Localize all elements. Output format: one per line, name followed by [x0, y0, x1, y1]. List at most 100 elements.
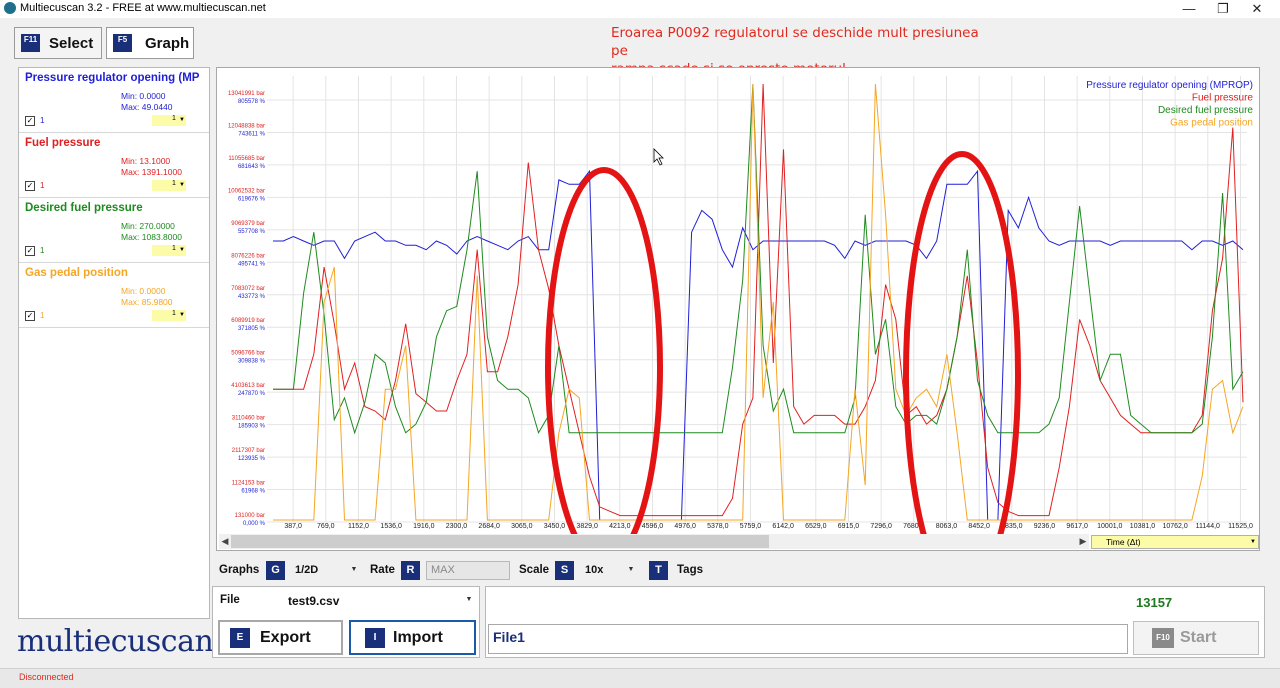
- scroll-thumb[interactable]: [231, 535, 769, 548]
- signal-min: Min: 0.0000: [121, 91, 166, 101]
- session-name-field[interactable]: File1: [488, 624, 1128, 654]
- chevron-down-icon[interactable]: ▼: [179, 182, 185, 188]
- chart-svg: 13041991 bar 805578 % 12048838 bar 743611 %…: [228, 76, 1254, 534]
- signal-checkbox[interactable]: ✓: [25, 311, 35, 321]
- y-tick-label-percent: 309838 %: [238, 359, 266, 365]
- x-tick-label: 6915,0: [838, 523, 860, 530]
- signal-scale-combo[interactable]: 1: [152, 310, 186, 321]
- app-icon: [4, 2, 16, 14]
- x-tick-label: 2684,0: [478, 523, 500, 530]
- window-title: Multiecuscan 3.2 - FREE at www.multiecus…: [20, 2, 266, 14]
- scroll-left-icon[interactable]: ◀: [221, 536, 229, 546]
- x-tick-label: 3829,0: [576, 523, 598, 530]
- y-tick-label-percent: 557708 %: [238, 229, 266, 235]
- horizontal-scrollbar[interactable]: ◀ ▶: [219, 534, 1089, 549]
- y-tick-label-percent: 61968 %: [241, 489, 265, 495]
- signal-checkbox[interactable]: ✓: [25, 181, 35, 191]
- x-tick-label: 3450,0: [544, 523, 566, 530]
- export-label: Export: [260, 629, 311, 646]
- tab-select-label: Select: [49, 35, 94, 52]
- import-button[interactable]: I Import: [349, 620, 476, 655]
- signal-scale-combo[interactable]: 1: [152, 180, 186, 191]
- tab-graph-label: Graph: [145, 35, 190, 52]
- chevron-down-icon[interactable]: ▼: [179, 117, 185, 123]
- legend-entry: Fuel pressure: [1192, 93, 1254, 104]
- f5-key-icon: F5: [113, 34, 132, 52]
- x-tick-label: 10762,0: [1162, 523, 1187, 530]
- brand-logo: multiecuscan: [17, 624, 214, 659]
- chevron-down-icon[interactable]: ▼: [350, 566, 358, 573]
- y-tick-label-percent: 371805 %: [238, 326, 266, 332]
- f11-key-icon: F11: [21, 34, 40, 52]
- y-tick-label-bar: 7083072 bar: [231, 286, 265, 292]
- y-tick-label-percent: 805578 %: [238, 99, 266, 105]
- tags-button[interactable]: Tags: [677, 564, 703, 576]
- y-tick-label-percent: 681643 %: [238, 164, 266, 170]
- signal-max: Max: 85.9800: [121, 297, 173, 307]
- tab-graph[interactable]: F5 Graph: [106, 27, 194, 59]
- x-tick-label: 11144,0: [1196, 523, 1220, 530]
- close-button[interactable]: ✕: [1251, 1, 1263, 16]
- scale-select[interactable]: 10x: [585, 564, 604, 576]
- scroll-right-icon[interactable]: ▶: [1079, 536, 1087, 546]
- x-axis-select-value: Time (Δt): [1106, 537, 1141, 547]
- signal-scale: 1: [40, 246, 45, 255]
- series-line-3: [273, 83, 1244, 521]
- y-tick-label-bar: 13041991 bar: [228, 91, 265, 97]
- x-tick-label: 5759,0: [740, 523, 762, 530]
- signal-max: Max: 1083.8000: [121, 232, 182, 242]
- signal-scale-combo[interactable]: 1: [152, 245, 186, 256]
- graph-area[interactable]: 13041991 bar 805578 % 12048838 bar 743611 %…: [216, 67, 1260, 551]
- x-tick-label: 1536,0: [380, 523, 402, 530]
- y-tick-label-percent: 247870 %: [238, 391, 266, 397]
- chevron-down-icon[interactable]: ▼: [627, 566, 635, 573]
- x-tick-label: 1916,0: [413, 523, 435, 530]
- signal-pressure-regulator[interactable]: Pressure regulator opening (MP Min: 0.00…: [19, 68, 209, 133]
- signal-min: Min: 13.1000: [121, 156, 171, 166]
- signal-fuel-pressure[interactable]: Fuel pressure Min: 13.1000 Max: 1391.100…: [19, 133, 209, 198]
- tab-select[interactable]: F11 Select: [14, 27, 102, 59]
- start-label: Start: [1180, 629, 1217, 646]
- x-axis-select[interactable]: Time (Δt) ▼: [1091, 535, 1259, 549]
- signal-name: Desired fuel pressure: [25, 202, 143, 214]
- start-button[interactable]: F10 Start: [1133, 621, 1259, 655]
- x-tick-label: 8063,0: [936, 523, 958, 530]
- signal-scale-combo[interactable]: 1: [152, 115, 186, 126]
- y-tick-label-bar: 9069379 bar: [231, 221, 265, 227]
- export-button[interactable]: E Export: [218, 620, 343, 655]
- graphs-select[interactable]: 1/2D: [295, 564, 319, 576]
- x-tick-label: 769,0: [317, 523, 335, 530]
- import-label: Import: [393, 629, 443, 646]
- export-key-icon: E: [230, 628, 250, 648]
- y-tick-label-bar: 131000 bar: [235, 513, 265, 519]
- chevron-down-icon[interactable]: ▼: [465, 596, 473, 603]
- y-tick-label-bar: 11055685 bar: [228, 156, 265, 162]
- x-tick-label: 11525,0: [1228, 523, 1253, 530]
- maximize-button[interactable]: ❐: [1217, 1, 1229, 16]
- chevron-down-icon[interactable]: ▼: [179, 247, 185, 253]
- legend-entry: Pressure regulator opening (MPROP): [1086, 80, 1253, 91]
- x-tick-label: 10381,0: [1130, 523, 1155, 530]
- x-tick-label: 7680,0: [903, 523, 925, 530]
- chevron-down-icon[interactable]: ▼: [179, 312, 185, 318]
- tags-key-icon: T: [649, 561, 668, 580]
- signal-gas-pedal[interactable]: Gas pedal position Min: 0.0000 Max: 85.9…: [19, 263, 209, 328]
- signal-desired-fuel-pressure[interactable]: Desired fuel pressure Min: 270.0000 Max:…: [19, 198, 209, 263]
- x-tick-label: 4976,0: [674, 523, 696, 530]
- x-tick-label: 387,0: [284, 523, 302, 530]
- signal-checkbox[interactable]: ✓: [25, 246, 35, 256]
- connection-status: Disconnected: [19, 672, 74, 682]
- signal-checkbox[interactable]: ✓: [25, 116, 35, 126]
- file-select[interactable]: test9.csv: [288, 594, 340, 608]
- title-bar: Multiecuscan 3.2 - FREE at www.multiecus…: [0, 0, 1280, 18]
- scale-label: Scale: [519, 564, 550, 576]
- rate-select[interactable]: MAX: [426, 561, 510, 580]
- signal-list: Pressure regulator opening (MP Min: 0.00…: [18, 67, 210, 619]
- f10-key-icon: F10: [1152, 628, 1174, 648]
- rate-label: Rate: [370, 564, 395, 576]
- x-tick-label: 9617,0: [1066, 523, 1088, 530]
- legend-entry: Gas pedal position: [1170, 118, 1253, 129]
- signal-scale: 1: [40, 181, 45, 190]
- minimize-button[interactable]: —: [1182, 1, 1196, 16]
- signal-min: Min: 0.0000: [121, 286, 166, 296]
